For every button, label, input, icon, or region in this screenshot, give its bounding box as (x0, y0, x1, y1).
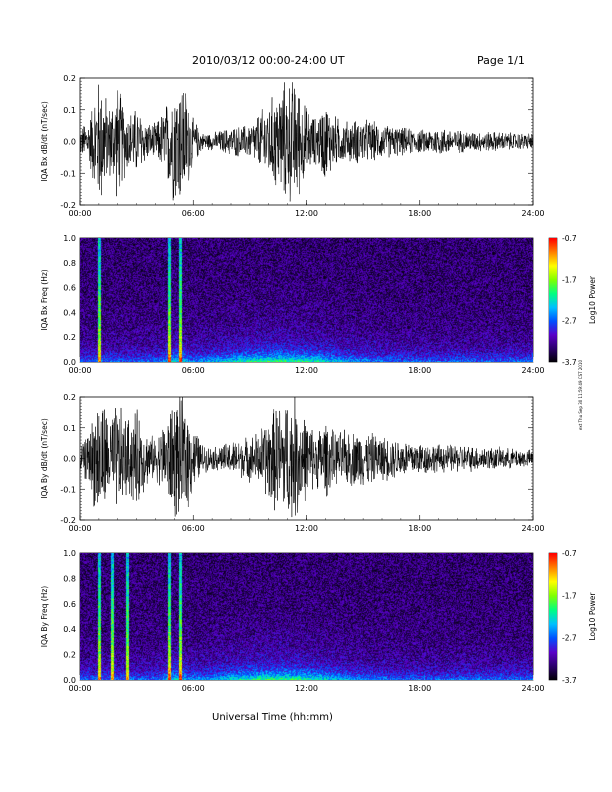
y-tick-label: 0.6 (63, 284, 76, 293)
y-axis-label: IQA Bx dB/dt (nT/sec) (40, 101, 49, 182)
x-tick-label: 12:00 (295, 366, 318, 375)
y-tick-label: 0.8 (63, 259, 76, 268)
x-tick-label: 18:00 (408, 524, 431, 533)
colorbar-tick-label: -2.7 (562, 634, 577, 643)
y-tick-label: -0.2 (60, 201, 76, 210)
colorbar-tick-label: -3.7 (562, 358, 577, 367)
y-tick-label: 0.0 (63, 676, 76, 685)
y-tick-label: 1.0 (63, 549, 76, 558)
x-tick-label: 18:00 (408, 366, 431, 375)
series-trace (80, 397, 533, 518)
colorbar-label: Log10 Power (588, 275, 597, 324)
y-tick-label: 0.4 (63, 308, 76, 317)
colorbar-tick-label: -0.7 (562, 549, 577, 558)
y-tick-label: 1.0 (63, 234, 76, 243)
x-tick-label: 18:00 (408, 684, 431, 693)
x-tick-label: 12:00 (295, 524, 318, 533)
colorbar-tick-label: -2.7 (562, 317, 577, 326)
y-tick-label: 0.4 (63, 625, 76, 634)
y-axis-label: IQA By dB/dt (nT/sec) (40, 418, 49, 499)
y-tick-label: 0.2 (63, 393, 76, 402)
y-tick-label: -0.2 (60, 516, 76, 525)
x-axis-label: Universal Time (hh:mm) (212, 712, 333, 723)
colorbar-tick-label: -1.7 (562, 591, 577, 600)
y-tick-label: 0.2 (63, 74, 76, 83)
y-tick-label: 0.2 (63, 651, 76, 660)
x-tick-label: 12:00 (295, 209, 318, 218)
x-tick-label: 00:00 (68, 366, 91, 375)
x-tick-label: 24:00 (521, 366, 544, 375)
y-tick-label: 0.0 (63, 455, 76, 464)
x-tick-label: 18:00 (408, 209, 431, 218)
colorbar-tick-label: -0.7 (562, 234, 577, 243)
x-tick-label: 24:00 (521, 684, 544, 693)
colorbar-label: Log10 Power (588, 592, 597, 641)
x-tick-label: 06:00 (182, 209, 205, 218)
y-tick-label: -0.1 (60, 485, 76, 494)
series-trace (80, 82, 533, 202)
x-tick-label: 06:00 (182, 366, 205, 375)
y-axis-label: IQA By Freq (Hz) (40, 586, 49, 648)
y-tick-label: 0.1 (63, 424, 76, 433)
x-tick-label: 12:00 (295, 684, 318, 693)
y-tick-label: 0.8 (63, 574, 76, 583)
spectrogram-image (80, 553, 533, 680)
colorbar (549, 238, 557, 362)
y-tick-label: -0.1 (60, 169, 76, 178)
y-axis-label: IQA Bx Freq (Hz) (40, 269, 49, 331)
x-tick-label: 00:00 (68, 684, 91, 693)
page-title: 2010/03/12 00:00-24:00 UT (192, 54, 345, 67)
y-tick-label: 0.0 (63, 358, 76, 367)
colorbar-tick-label: -3.7 (562, 676, 577, 685)
colorbar-tick-label: -1.7 (562, 275, 577, 284)
y-tick-label: 0.1 (63, 106, 76, 115)
x-tick-label: 24:00 (521, 524, 544, 533)
x-tick-label: 06:00 (182, 524, 205, 533)
y-tick-label: 0.6 (63, 600, 76, 609)
y-tick-label: 0.0 (63, 138, 76, 147)
x-tick-label: 00:00 (68, 209, 91, 218)
y-tick-label: 0.2 (63, 333, 76, 342)
colorbar (549, 553, 557, 680)
page-number: Page 1/1 (477, 54, 525, 67)
x-tick-label: 24:00 (521, 209, 544, 218)
x-tick-label: 00:00 (68, 524, 91, 533)
x-tick-label: 06:00 (182, 684, 205, 693)
spectrogram-image (80, 238, 533, 362)
